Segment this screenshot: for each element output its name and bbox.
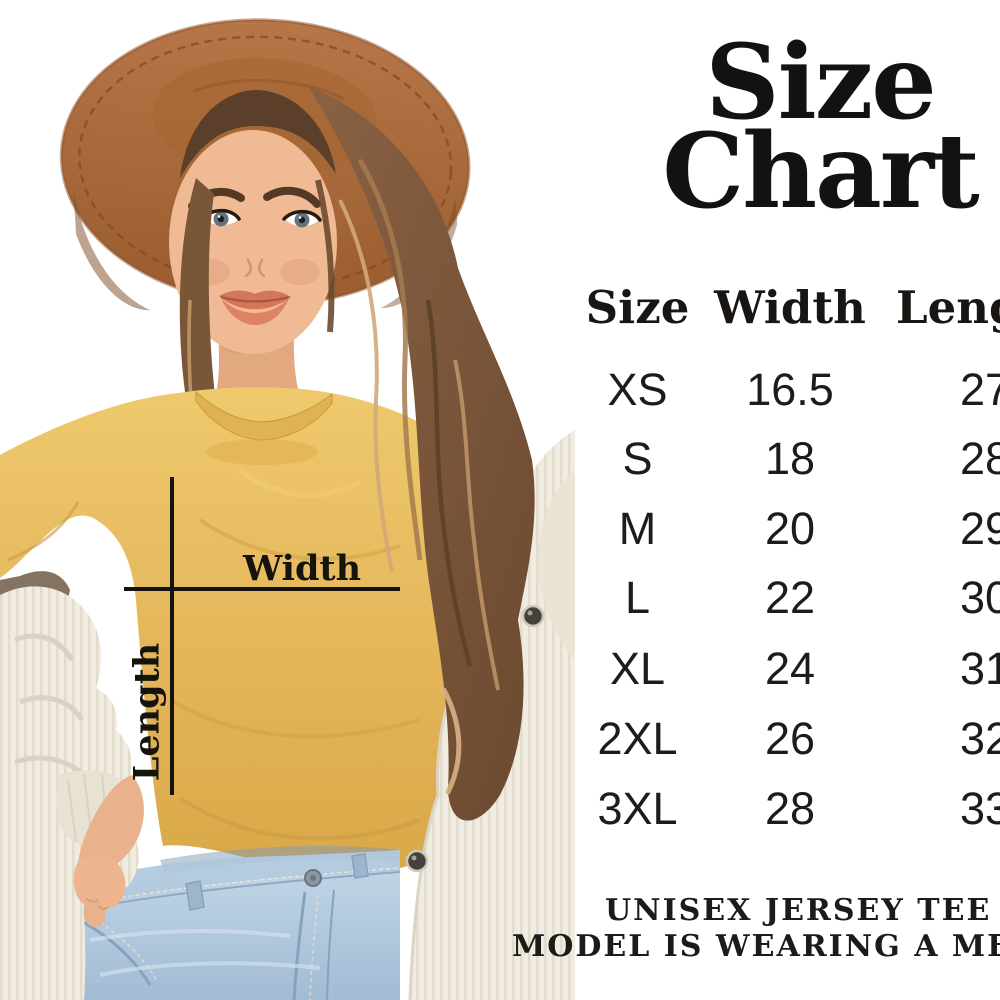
- cell-size: S: [622, 433, 653, 484]
- title-line-2: Chart: [662, 111, 979, 232]
- cell-width: 16.5: [746, 364, 834, 415]
- width-measure-line: [124, 587, 400, 591]
- cell-width: 26: [764, 713, 816, 764]
- cell-width: 24: [764, 643, 816, 694]
- table-row: XL 24 31: [0, 644, 1000, 694]
- cell-length: 32: [959, 713, 1000, 764]
- footer-note-1: UNISEX JERSEY TEE: [605, 893, 992, 928]
- length-measure-line: [170, 477, 174, 795]
- cell-size: M: [618, 503, 657, 554]
- col-header-length: Length: [896, 281, 1000, 334]
- cell-length: 27: [959, 364, 1000, 415]
- cell-length: 29: [959, 503, 1000, 554]
- width-label: Width: [242, 548, 362, 589]
- footer-note-2: MODEL IS WEARING A MEDIUM: [512, 929, 1000, 964]
- col-header-size: Size: [585, 281, 690, 334]
- cell-size: XS: [607, 364, 668, 415]
- table-header: Size Width Length: [0, 283, 1000, 333]
- table-row: XS 16.5 27: [0, 365, 1000, 415]
- table-row: 3XL 28 33: [0, 784, 1000, 834]
- cell-width: 20: [764, 503, 816, 554]
- face: [169, 130, 337, 354]
- model-photo: [0, 18, 575, 1000]
- cell-length: 28: [959, 433, 1000, 484]
- cell-length: 31: [959, 643, 1000, 694]
- cell-size: L: [624, 572, 651, 623]
- title-line-1: Size: [705, 22, 937, 143]
- cell-length: 30: [959, 572, 1000, 623]
- col-header-width: Width: [714, 281, 866, 334]
- hand: [73, 775, 144, 927]
- cell-length: 33: [959, 783, 1000, 834]
- table-row: L 22 30: [0, 573, 1000, 623]
- cell-width: 22: [764, 572, 816, 623]
- cell-size: 2XL: [597, 713, 678, 764]
- cell-width: 28: [764, 783, 816, 834]
- hair-front: [308, 86, 535, 821]
- page-title: Size Chart: [600, 31, 1000, 223]
- table-row: M 20 29: [0, 504, 1000, 554]
- cell-width: 18: [764, 433, 816, 484]
- table-row: S 18 28: [0, 434, 1000, 484]
- jacket-button: [405, 849, 429, 873]
- jacket-button: [521, 604, 545, 628]
- cell-size: 3XL: [597, 783, 678, 834]
- table-row: 2XL 26 32: [0, 714, 1000, 764]
- jeans: [55, 845, 401, 1000]
- cell-size: XL: [609, 643, 666, 694]
